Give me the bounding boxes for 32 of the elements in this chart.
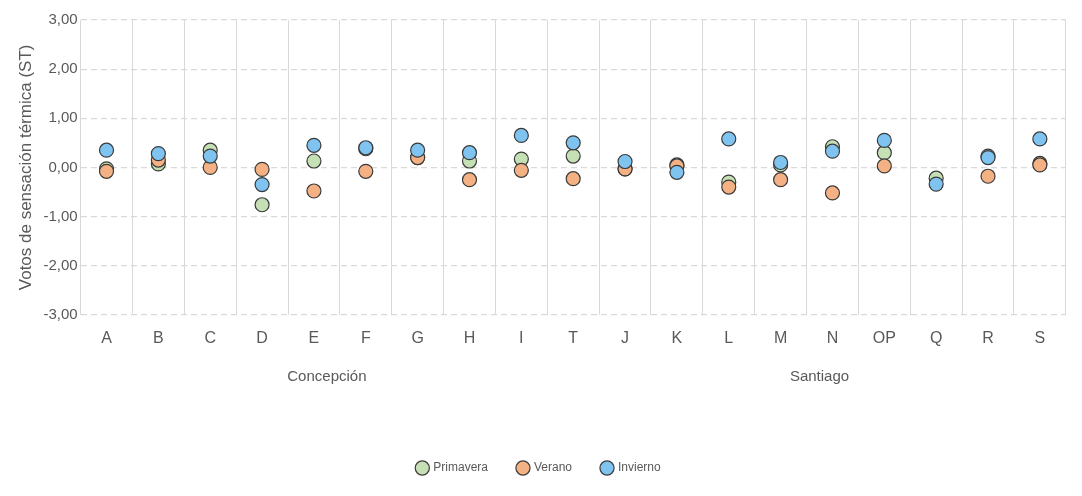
x-tick-label: I — [519, 328, 524, 346]
y-tick-label: 2,00 — [48, 59, 78, 77]
y-axis-title: Votos de sensación térmica (ST) — [15, 44, 35, 291]
x-tick-label: E — [308, 328, 320, 346]
text: Concepción — [287, 366, 367, 384]
x-tick-label: F — [360, 328, 371, 346]
x-tick-label: K — [671, 328, 683, 346]
x-tick-label: H — [463, 328, 476, 346]
x-tick-label: A — [101, 328, 113, 346]
x-tick-label: N — [826, 328, 839, 346]
legend-label: Invierno — [618, 460, 662, 475]
legend-label: Verano — [533, 460, 573, 475]
x-tick-label: M — [773, 328, 788, 346]
x-tick-label: J — [621, 328, 630, 346]
x-tick-label: B — [153, 328, 164, 346]
y-tick-label: -1,00 — [43, 206, 78, 224]
y-tick-label: -2,00 — [43, 255, 78, 273]
y-tick-label: 1,00 — [48, 108, 78, 126]
x-tick-label: C — [204, 328, 216, 346]
x-tick-label: D — [256, 328, 268, 346]
y-tick-label: 0,00 — [48, 157, 78, 175]
x-tick-label: R — [982, 328, 994, 346]
y-tick-label: -3,00 — [43, 304, 78, 322]
x-tick-label: G — [411, 328, 424, 346]
x-tick-label: S — [1034, 328, 1046, 346]
text: Santiago — [789, 366, 850, 384]
x-tick-label: L — [724, 328, 734, 346]
y-tick-label: 3,00 — [48, 10, 78, 28]
x-tick-label: T — [568, 328, 579, 346]
legend-label: Primavera — [433, 460, 489, 475]
x-tick-label: Q — [929, 328, 943, 346]
x-tick-label: OP — [872, 328, 896, 346]
